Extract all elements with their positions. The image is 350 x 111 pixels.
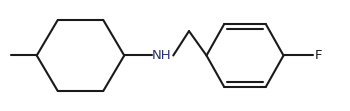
Text: NH: NH [152,49,172,62]
Text: F: F [315,49,322,62]
